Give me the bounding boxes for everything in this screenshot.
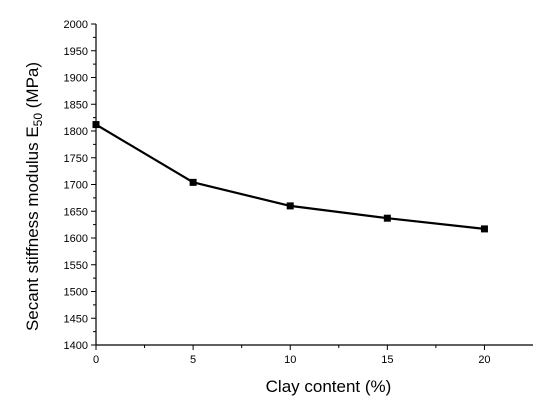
y-tick-label: 1450	[64, 313, 88, 325]
y-tick-label: 1550	[64, 260, 88, 272]
y-tick-label: 1800	[64, 126, 88, 138]
y-tick-label: 1850	[64, 99, 88, 111]
y-tick-label: 1600	[64, 233, 88, 245]
chart-axes	[95, 24, 533, 346]
data-point	[286, 202, 294, 210]
y-axis-title-main: Secant stiffness modulus E	[23, 126, 42, 331]
y-tick-label: 1700	[64, 180, 88, 192]
x-ticks: 0 5 10 15 20	[93, 345, 491, 366]
data-markers	[92, 121, 488, 233]
x-tick-label: 5	[190, 354, 196, 366]
data-point	[383, 214, 391, 222]
y-tick-label: 1750	[64, 153, 88, 165]
series-line	[95, 123, 485, 230]
y-tick-label: 1950	[64, 46, 88, 58]
x-tick-label: 20	[478, 354, 490, 366]
series-layer	[95, 123, 485, 230]
x-tick-label: 0	[93, 354, 99, 366]
y-tick-label: 1400	[64, 340, 88, 352]
data-point	[480, 225, 488, 233]
y-ticks: 1400 1450 1500 1550 1600 1650 1700 1750 1800 1850…	[64, 19, 96, 352]
y-axis-title-unit: (MPa)	[23, 62, 42, 113]
y-tick-label: 1500	[64, 287, 88, 299]
y-axis-title-subscript: 50	[31, 113, 45, 127]
y-tick-label: 2000	[64, 19, 88, 31]
x-tick-label: 15	[381, 354, 393, 366]
y-axis-title: Secant stiffness modulus E50 (MPa)	[23, 62, 45, 331]
x-axis-title: Clay content (%)	[266, 377, 392, 396]
x-tick-label: 10	[284, 354, 296, 366]
y-tick-label: 1900	[64, 73, 88, 85]
data-point	[92, 121, 100, 129]
y-tick-label: 1650	[64, 206, 88, 218]
data-point	[189, 178, 197, 186]
